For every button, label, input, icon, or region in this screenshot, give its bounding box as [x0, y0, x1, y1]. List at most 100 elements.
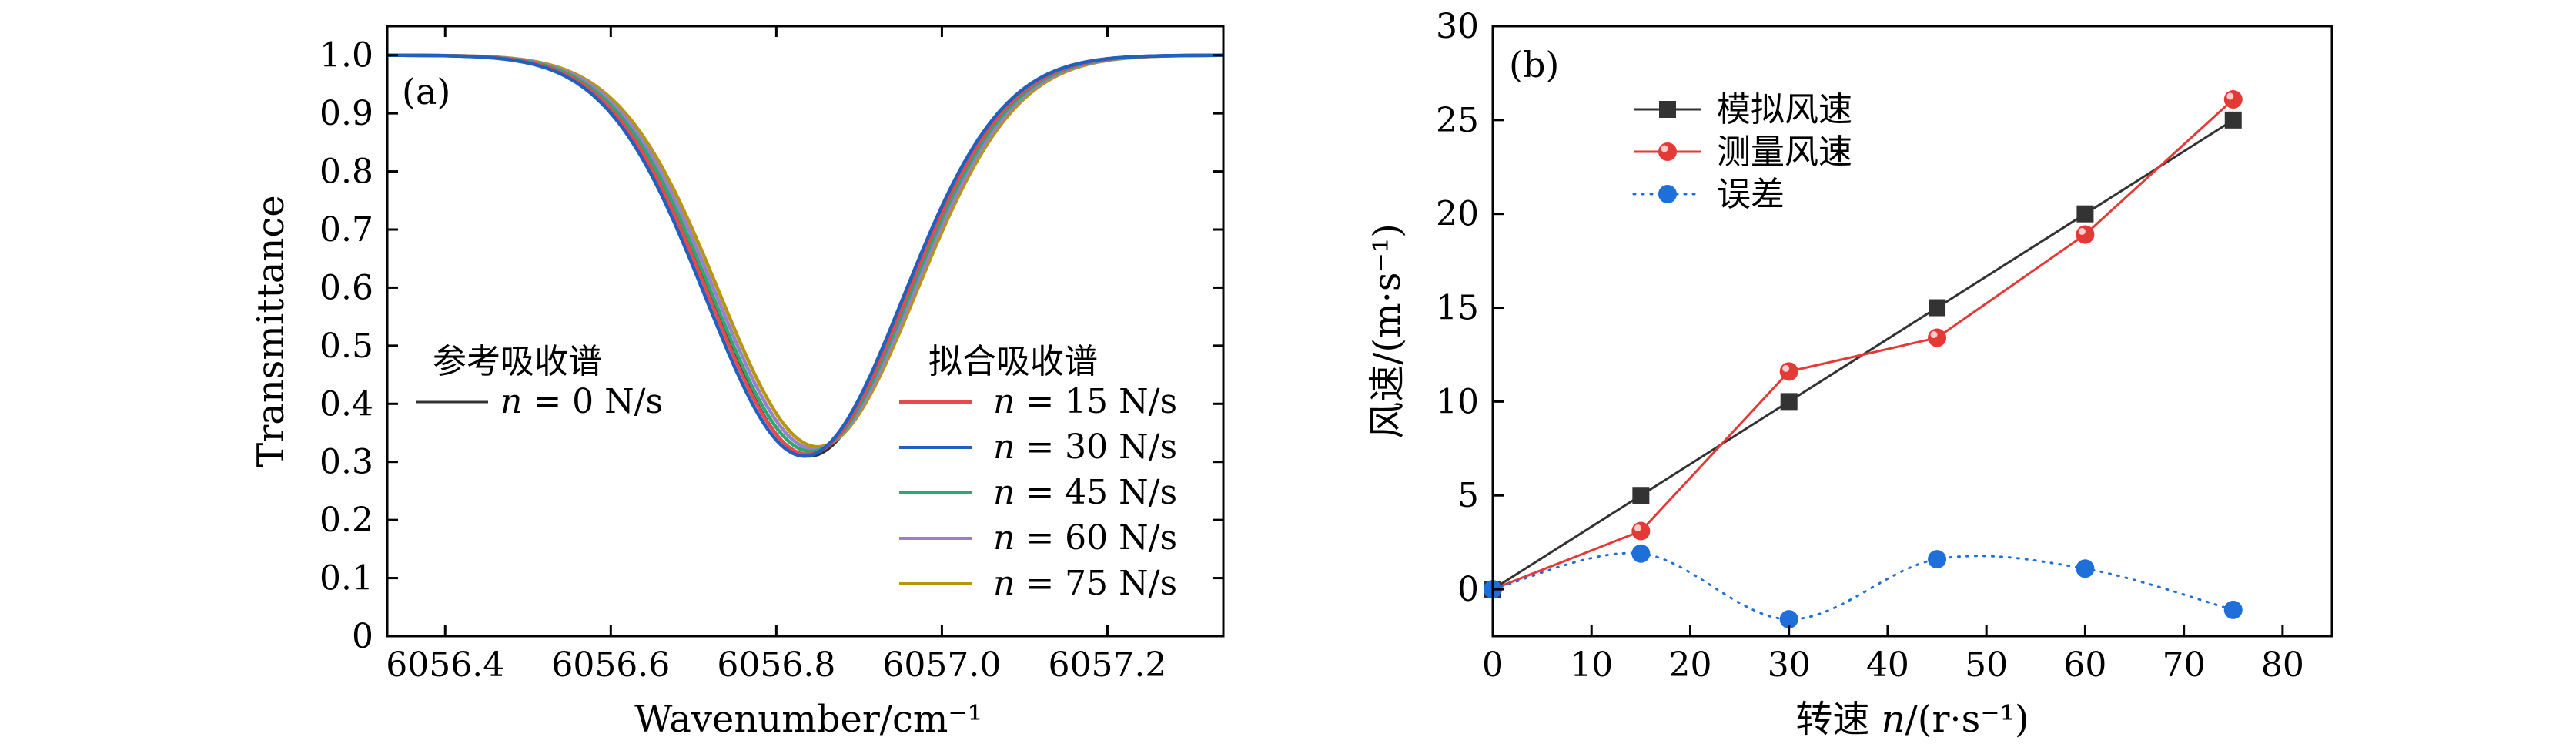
- panel-b-chart: 0 10 20 30 40 50 60 70 80 0 5 10 15 20 25 30 (b) 转速 n/(…: [1366, 7, 2333, 741]
- panel-b-plot-area: [1484, 90, 2243, 629]
- legend-marker: [1659, 101, 1676, 118]
- panel-a-y-tick-label: 0.8: [319, 152, 373, 192]
- panel-a-x-tick-label: 6057.0: [882, 645, 1001, 685]
- panel-b-x-tick-label: 70: [2163, 645, 2206, 685]
- fit-legend-var: n: [993, 564, 1015, 603]
- measured-point-highlight: [1634, 524, 1641, 532]
- reference-legend-rest: = 0 N/s: [522, 382, 663, 421]
- panel-b-x-tick-label: 10: [1570, 645, 1613, 685]
- error-point: [2076, 559, 2095, 578]
- measured-point: [1631, 521, 1651, 541]
- panel-b-y-tick-label: 15: [1436, 289, 1479, 328]
- fit-curve-2: [387, 53, 1223, 458]
- panel-b-ticks: 0 10 20 30 40 50 60 70 80 0 5 10 15 20 25 30: [1436, 7, 2304, 685]
- fit-legend-rest: = 45 N/s: [1015, 473, 1177, 512]
- panel-b-x-tick-label: 60: [2063, 645, 2106, 685]
- x-label-var: n: [1882, 698, 1905, 741]
- simulated-point: [2224, 111, 2242, 129]
- reference-legend-title: 参考吸收谱: [433, 342, 602, 381]
- measured-point-body: [1631, 521, 1651, 541]
- measured-point: [1928, 328, 1947, 347]
- measured-point-highlight: [1930, 331, 1938, 339]
- measured-point: [2076, 225, 2095, 244]
- error-point: [1928, 550, 1947, 569]
- legend-label: 测量风速: [1717, 132, 1852, 172]
- fit-legend-label: n = 30 N/s: [993, 427, 1177, 467]
- panel-b-x-axis-label: 转速 n/(r·s⁻¹): [1795, 698, 2029, 741]
- panel-b-y-tick-label: 5: [1457, 476, 1479, 515]
- simulated-point: [1632, 487, 1650, 504]
- panel-a-y-tick-label: 1.0: [319, 36, 373, 75]
- panel-a-y-tick-label: 0.3: [319, 443, 373, 482]
- panel-b-x-tick-label: 80: [2261, 645, 2304, 685]
- measured-point-body: [1928, 328, 1947, 347]
- measured-point-body: [1779, 362, 1798, 381]
- panel-a-y-tick-label: 0.9: [319, 94, 373, 133]
- legend-marker-body: [1658, 142, 1677, 161]
- fit-legend-rest: = 75 N/s: [1015, 564, 1177, 603]
- panel-b-x-tick-label: 20: [1668, 645, 1711, 685]
- simulated-point: [2076, 205, 2094, 223]
- legend-marker-highlight: [1661, 145, 1668, 152]
- error-point: [1631, 544, 1651, 563]
- panel-b-x-tick-label: 30: [1768, 645, 1811, 685]
- fit-legend-label: n = 45 N/s: [993, 473, 1177, 512]
- fit-legend-rest: = 60 N/s: [1015, 518, 1177, 558]
- panel-b-x-tick-label: 40: [1866, 645, 1909, 685]
- panel-b-y-tick-label: 20: [1436, 195, 1479, 234]
- panel-a-ticks: 6056.4 6056.6 6056.8 6057.0 6057.2 0 0.1 0.2 0.3…: [319, 26, 1223, 685]
- panel-a-x-tick-label: 6056.4: [386, 645, 504, 685]
- measured-point: [2223, 90, 2243, 109]
- panel-a-x-tick-label: 6056.6: [551, 645, 670, 685]
- series-line-measured: [1492, 98, 2234, 591]
- measured-point-body: [2223, 90, 2243, 109]
- fit-legend-var: n: [993, 473, 1015, 512]
- panel-a-y-tick-label: 0.6: [319, 268, 373, 307]
- series-line-error: [1491, 551, 2235, 621]
- panel-a-y-tick-label: 0.1: [319, 559, 373, 598]
- simulated-point: [1929, 299, 1946, 317]
- panel-a-chart: 6056.4 6056.6 6056.8 6057.0 6057.2 0 0.1 0.2 0.3…: [249, 25, 1225, 741]
- panel-b-y-tick-label: 25: [1436, 101, 1479, 140]
- legend-label: 误差: [1717, 175, 1785, 214]
- panel-a-frame: [386, 25, 1225, 638]
- panel-a-y-tick-label: 0.2: [319, 501, 373, 540]
- fit-legend-title: 拟合吸收谱: [928, 342, 1098, 381]
- fit-legend-label: n = 60 N/s: [993, 518, 1177, 558]
- legend-marker: [1658, 142, 1677, 161]
- fit-legend-var: n: [993, 427, 1015, 467]
- panel-a-y-tick-label: 0.7: [319, 210, 373, 250]
- fit-legend-var: n: [993, 518, 1015, 558]
- legend-marker: [1658, 185, 1677, 203]
- panel-a-y-tick-label: 0.5: [319, 327, 373, 366]
- fit-legend-label: n = 15 N/s: [993, 382, 1177, 421]
- panel-b-frame: [1491, 25, 2333, 638]
- panel-a-y-tick-label: 0.4: [319, 384, 373, 424]
- measured-point-body: [2076, 225, 2095, 244]
- reference-legend-label: n = 0 N/s: [500, 382, 663, 421]
- measured-point: [1779, 362, 1798, 381]
- reference-legend-var: n: [500, 382, 522, 421]
- panel-b-y-tick-label: 10: [1436, 382, 1479, 421]
- panel-b-y-axis-label: 风速/(m·s⁻¹): [1366, 223, 1409, 439]
- fit-legend-rest: = 15 N/s: [1015, 382, 1177, 421]
- x-label-unit: /(r·s⁻¹): [1905, 698, 2029, 741]
- error-point: [1779, 610, 1798, 629]
- panel-a-y-axis-label: Transmittance: [249, 195, 293, 467]
- fit-legend-label: n = 75 N/s: [993, 564, 1177, 603]
- error-point: [2223, 600, 2243, 619]
- panel-a-plot-area: [387, 53, 1223, 458]
- simulated-point: [1780, 393, 1798, 411]
- panel-a-x-axis-label: Wavenumber/cm⁻¹: [634, 698, 982, 741]
- measured-point-highlight: [2078, 227, 2086, 235]
- panel-a-label: (a): [402, 71, 450, 112]
- fit-legend-rest: = 30 N/s: [1015, 427, 1177, 467]
- panel-a-x-tick-label: 6057.2: [1048, 645, 1166, 685]
- fit-legend-var: n: [993, 382, 1015, 421]
- legend-label: 模拟风速: [1717, 90, 1852, 129]
- panel-a-y-tick-label: 0: [352, 617, 373, 656]
- panel-a-reference-legend: 参考吸收谱 n = 0 N/s: [416, 342, 663, 421]
- panel-b-y-tick-label: 0: [1457, 570, 1479, 609]
